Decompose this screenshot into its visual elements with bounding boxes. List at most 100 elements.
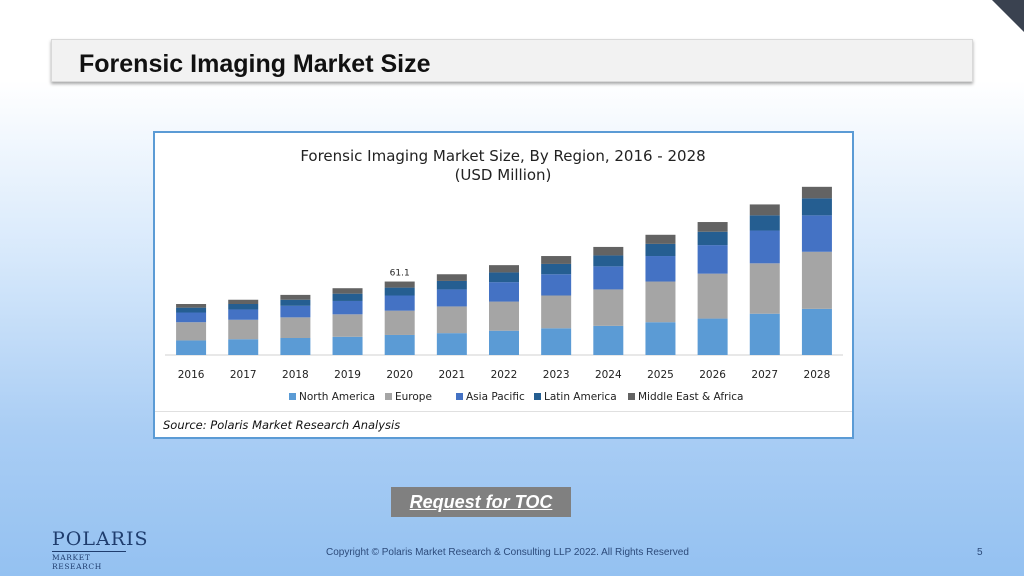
bar-segment-2021-1: [436, 306, 467, 334]
bar-segment-2021-4: [436, 274, 467, 281]
x-tick-label: 2019: [334, 369, 361, 381]
bar-segment-2026-1: [697, 273, 728, 319]
x-tick-label: 2016: [178, 369, 205, 381]
bar-segment-2018-1: [280, 317, 311, 338]
stacked-bar-chart: Forensic Imaging Market Size, By Region,…: [165, 147, 843, 403]
source-divider: [155, 411, 852, 412]
bar-segment-2025-2: [645, 256, 676, 282]
x-tick-label: 2022: [491, 369, 518, 381]
bar-segment-2020-2: [384, 295, 415, 311]
copyright-text: Copyright © Polaris Market Research & Co…: [326, 547, 689, 558]
bar-segment-2024-2: [593, 266, 624, 290]
bar-segment-2027-4: [749, 204, 780, 216]
bar-segment-2025-4: [645, 234, 676, 244]
bar-segment-2025-0: [645, 322, 676, 355]
bar-segment-2021-0: [436, 333, 467, 355]
legend-label: Europe: [395, 391, 432, 403]
bar-segment-2017-1: [228, 319, 259, 340]
bar-segment-2026-0: [697, 318, 728, 355]
polaris-logo: POLARIS MARKET RESEARCH: [52, 529, 149, 571]
bar-segment-2021-3: [436, 280, 467, 290]
bar-segment-2026-4: [697, 222, 728, 232]
legend-label: North America: [299, 391, 375, 403]
bar-segment-2022-1: [489, 301, 519, 331]
legend-swatch: [628, 393, 635, 400]
bar-segment-2023-4: [541, 256, 572, 264]
x-tick-label: 2027: [751, 369, 778, 381]
bar-segment-2020-1: [384, 310, 415, 335]
bar-segment-2024-4: [593, 246, 624, 256]
legend-label: Asia Pacific: [466, 391, 525, 403]
corner-triangle: [992, 0, 1024, 32]
bar-segment-2016-1: [176, 322, 207, 341]
chart-panel: Forensic Imaging Market Size, By Region,…: [153, 131, 854, 439]
bar-segment-2028-1: [801, 251, 832, 309]
x-tick-label: 2020: [386, 369, 413, 381]
bar-segment-2025-1: [645, 281, 676, 323]
bar-segment-2026-3: [697, 231, 728, 246]
bar-segment-2020-3: [384, 287, 415, 296]
bar-segment-2022-0: [489, 330, 519, 355]
bar-segment-2023-1: [541, 295, 572, 329]
bar-segment-2023-3: [541, 263, 572, 275]
bar-segment-2017-3: [228, 304, 259, 310]
logo-name: POLARIS: [52, 528, 149, 550]
x-tick-label: 2028: [804, 369, 831, 381]
chart-subtitle: (USD Million): [455, 166, 552, 184]
bar-segment-2016-3: [176, 307, 207, 313]
bar-segment-2019-0: [332, 336, 363, 355]
bar-segment-2022-3: [489, 272, 519, 283]
slide-title: Forensic Imaging Market Size: [79, 50, 431, 78]
bar-segment-2017-4: [228, 299, 259, 304]
title-bar: Forensic Imaging Market Size: [51, 39, 973, 82]
bar-segment-2018-0: [280, 338, 311, 355]
bar-segment-2024-3: [593, 255, 624, 267]
legend-swatch: [456, 393, 463, 400]
bar-segment-2019-2: [332, 300, 363, 315]
bar-segment-2020-0: [384, 334, 415, 355]
bar-segment-2019-4: [332, 288, 363, 294]
bar-segment-2024-0: [593, 325, 624, 355]
bar-segment-2024-1: [593, 289, 624, 326]
bar-segment-2027-3: [749, 215, 780, 231]
bar-segment-2021-2: [436, 289, 467, 307]
bar-segment-2018-4: [280, 294, 311, 300]
bar-segment-2016-2: [176, 312, 207, 323]
x-tick-label: 2023: [543, 369, 570, 381]
x-tick-label: 2021: [438, 369, 465, 381]
bar-segment-2017-0: [228, 339, 259, 355]
x-tick-label: 2024: [595, 369, 622, 381]
legend-label: Middle East & Africa: [638, 391, 744, 403]
x-tick-label: 2026: [699, 369, 726, 381]
bar-segment-2022-2: [489, 282, 519, 302]
bar-segment-2028-4: [801, 186, 832, 199]
bar-segment-2018-2: [280, 305, 311, 318]
request-toc-button[interactable]: Request for TOC: [391, 487, 571, 517]
legend-swatch: [385, 393, 392, 400]
bar-segment-2019-1: [332, 314, 363, 337]
bar-segment-2020-4: [384, 281, 415, 288]
bar-segment-2016-4: [176, 304, 207, 308]
legend-label: Latin America: [544, 391, 617, 403]
bar-segment-2026-2: [697, 245, 728, 274]
bar-segment-2023-0: [541, 328, 572, 355]
source-note: Source: Polaris Market Research Analysis: [163, 418, 401, 432]
bar-segment-2028-3: [801, 198, 832, 216]
bar-segment-2028-2: [801, 215, 832, 252]
bar-segment-2023-2: [541, 274, 572, 296]
legend-swatch: [534, 393, 541, 400]
bar-segment-2018-3: [280, 299, 311, 306]
bar-segment-2017-2: [228, 309, 259, 320]
x-tick-label: 2017: [230, 369, 257, 381]
bar-segment-2027-2: [749, 230, 780, 264]
page-number: 5: [977, 547, 983, 558]
bar-segment-2019-3: [332, 293, 363, 301]
bar-segment-2027-0: [749, 313, 780, 355]
bar-segment-2016-0: [176, 340, 207, 355]
bar-segment-2027-1: [749, 263, 780, 314]
x-tick-label: 2025: [647, 369, 674, 381]
bar-segment-2025-3: [645, 243, 676, 257]
bar-segment-2022-4: [489, 265, 519, 273]
logo-tagline: MARKET RESEARCH: [52, 551, 126, 571]
data-label: 61.1: [390, 269, 410, 279]
